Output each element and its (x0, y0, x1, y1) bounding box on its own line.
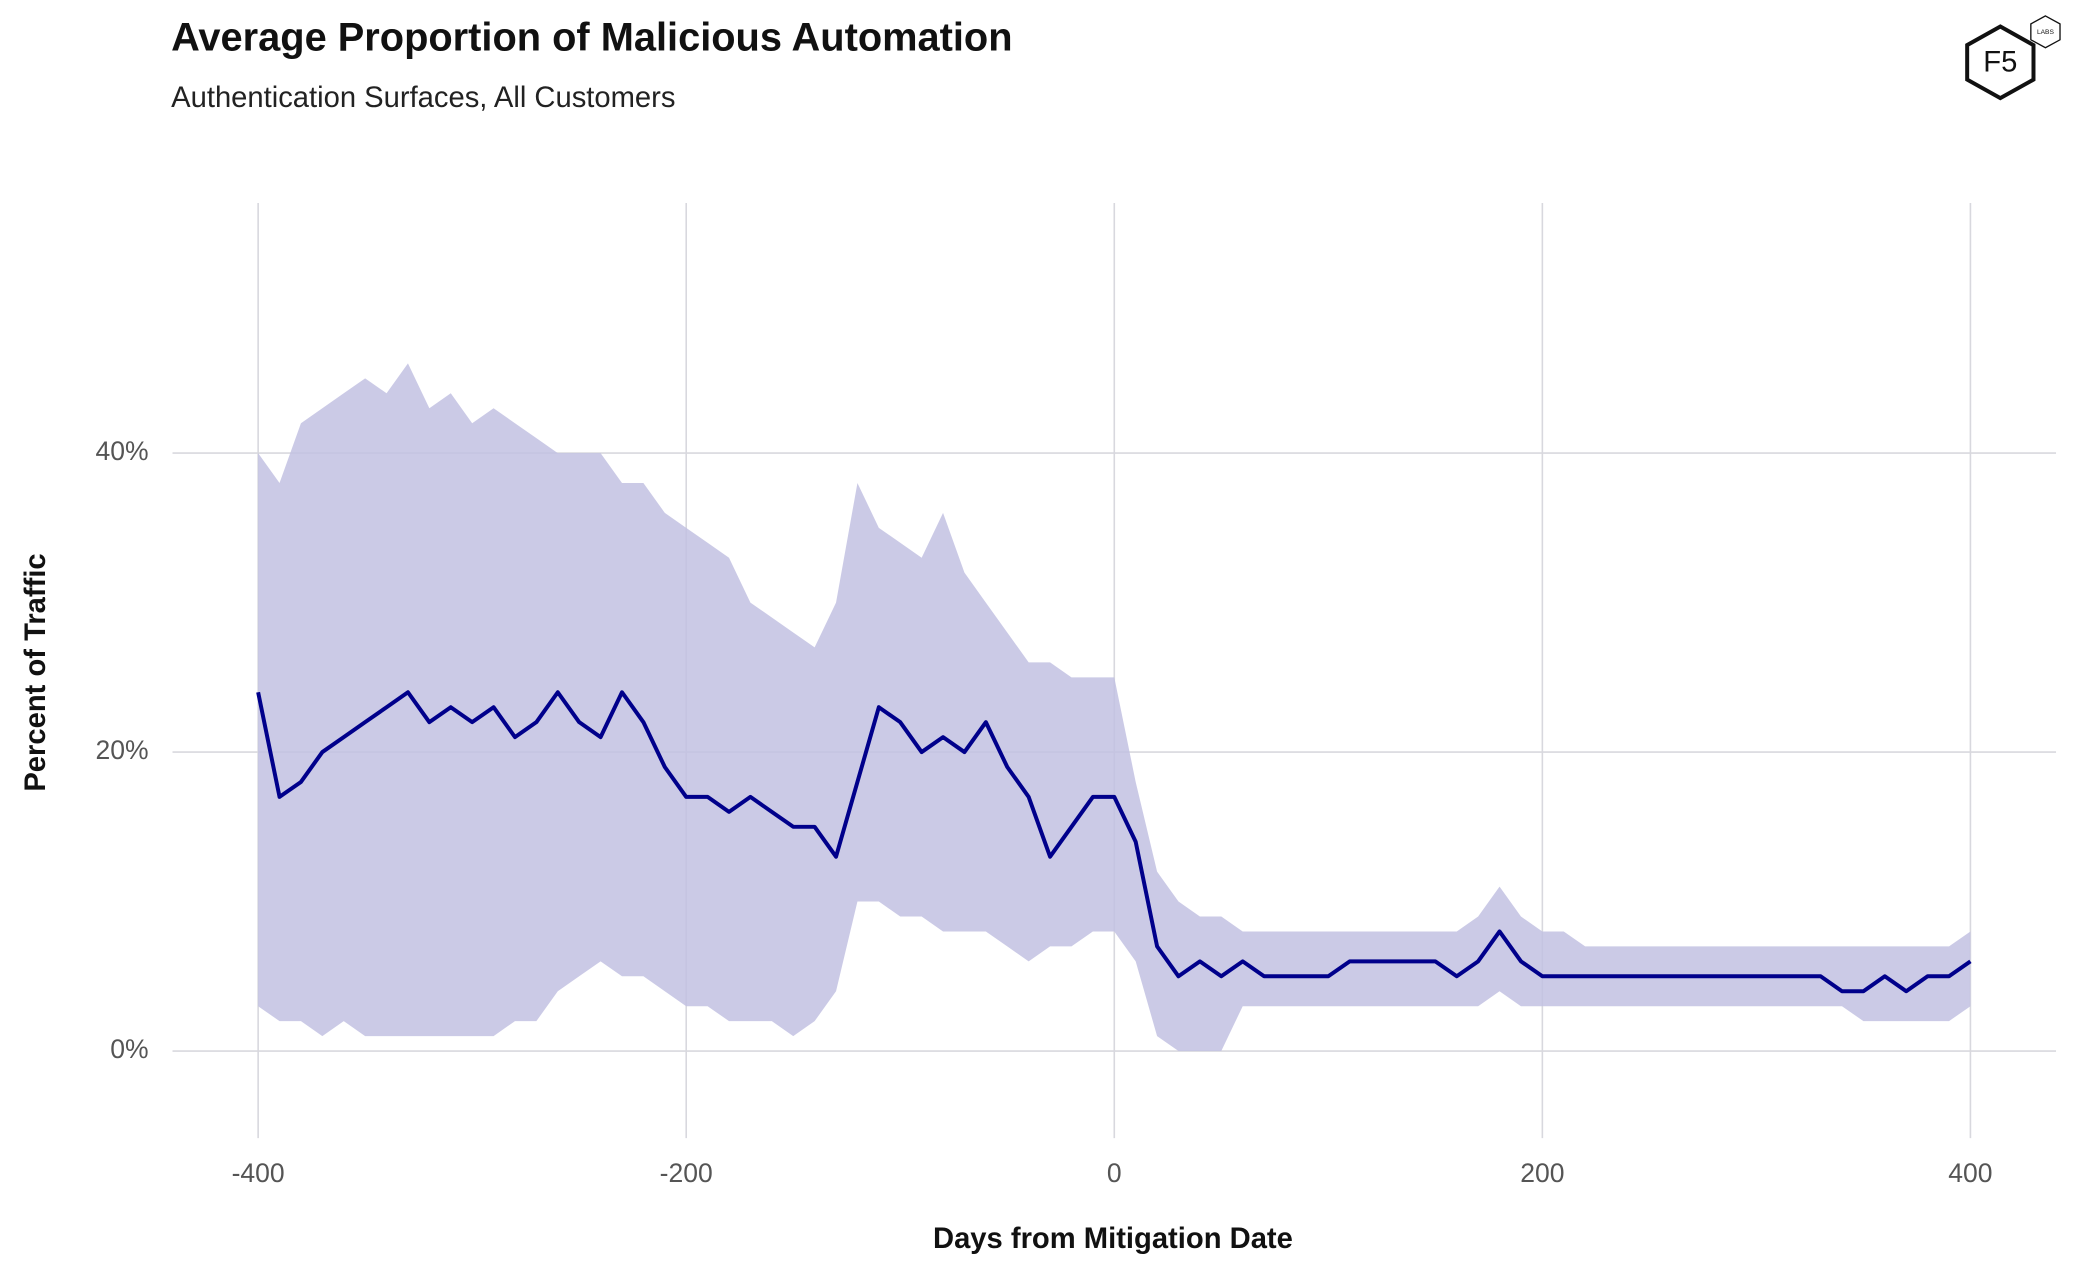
y-tick-label: 0% (110, 1034, 148, 1064)
x-tick-label: 200 (1520, 1158, 1564, 1188)
grid: 0% 20% 40% -400 -200 0 200 400 (96, 202, 2057, 1188)
mean-line (256, 690, 1972, 994)
plot (256, 363, 1972, 1052)
x-tick-label: 400 (1948, 1158, 1992, 1188)
y-axis-label: Percent of Traffic (20, 553, 52, 791)
confidence-band (258, 363, 1971, 1052)
x-tick-label: -200 (660, 1158, 713, 1188)
x-axis-label: Days from Mitigation Date (933, 1223, 1293, 1255)
y-tick-label: 40% (96, 436, 149, 466)
x-tick-label: -400 (232, 1158, 285, 1188)
chart-title: Average Proportion of Malicious Automati… (171, 15, 1012, 59)
logo-text: F5 (1983, 46, 2017, 78)
chart-subtitle: Authentication Surfaces, All Customers (171, 82, 675, 114)
y-tick-label: 20% (96, 735, 149, 765)
x-tick-label: 0 (1107, 1158, 1122, 1188)
logo: F5 LABS (1965, 15, 2061, 101)
logo-badge-text: LABS (2037, 29, 2055, 36)
logo-badge (2030, 15, 2061, 49)
logo-hexagon (1965, 24, 2036, 101)
